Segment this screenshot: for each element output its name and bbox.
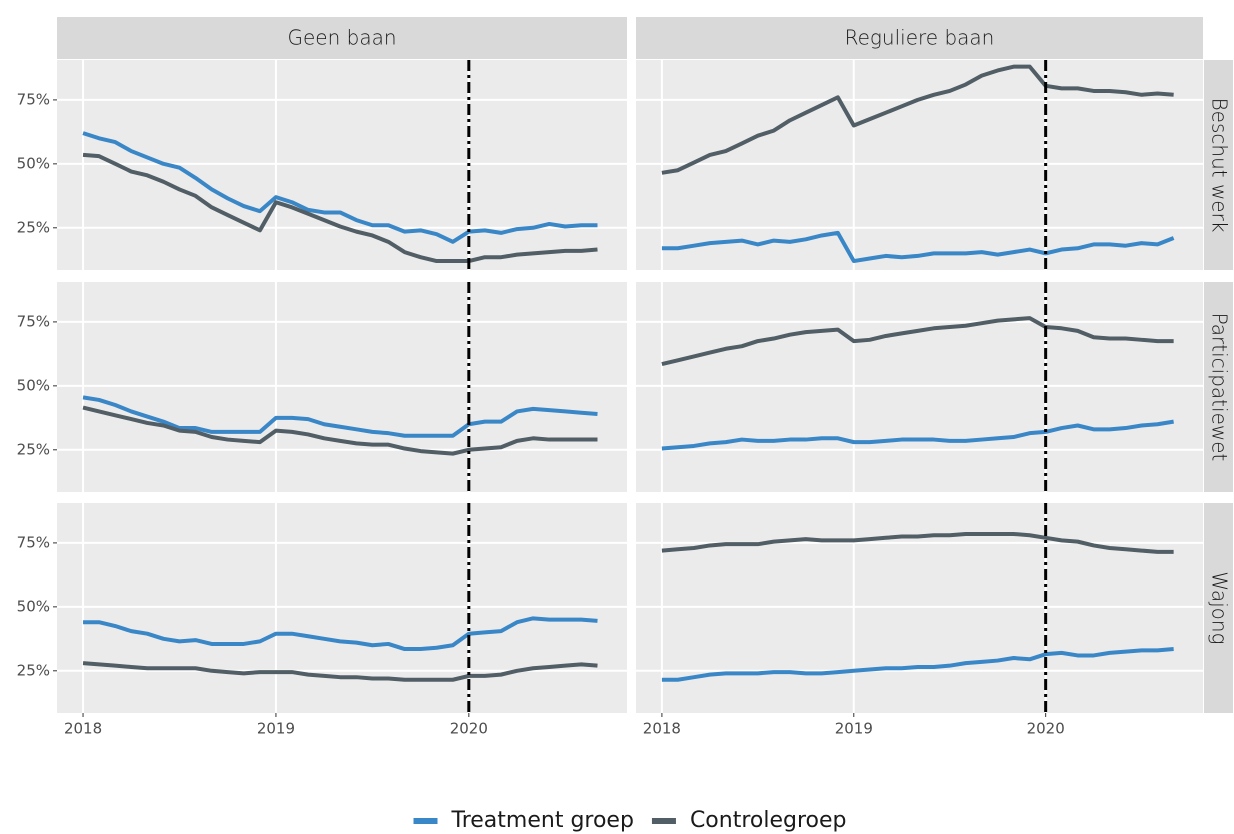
y-tick-label: 25% — [17, 661, 50, 679]
strip-label: Geen baan — [287, 26, 396, 50]
data-line — [82, 131, 598, 244]
data-line — [82, 152, 598, 264]
data-line — [83, 616, 598, 652]
data-line — [661, 647, 1174, 682]
panel-background — [57, 503, 627, 713]
data-line — [661, 316, 1174, 367]
strip-label: Participatiewet — [1208, 313, 1232, 462]
x-tick-label: 2019 — [835, 720, 873, 738]
strip — [57, 17, 627, 59]
panel-background — [57, 60, 627, 270]
y-tick-label: 75% — [17, 533, 50, 551]
y-tick-label: 50% — [17, 597, 50, 615]
x-tick-label: 2020 — [1027, 720, 1065, 738]
data-line — [82, 405, 598, 456]
strip-label: Beschut werk — [1208, 98, 1232, 233]
data-line — [661, 531, 1174, 554]
legend-swatch — [413, 818, 438, 824]
data-line — [82, 661, 598, 682]
legend-swatch — [651, 818, 676, 824]
strip — [636, 17, 1203, 59]
y-tick-label: 25% — [17, 440, 50, 458]
y-tick-label: 50% — [17, 154, 50, 172]
strip — [1204, 282, 1233, 492]
strip — [1204, 60, 1233, 270]
panel-background — [636, 282, 1203, 492]
x-tick-label: 2018 — [643, 720, 681, 738]
legend: Treatment groep Controlegroep — [413, 808, 847, 833]
y-tick-label: 75% — [17, 90, 50, 108]
panel-background — [57, 282, 627, 492]
legend-label: Treatment groep — [451, 808, 634, 833]
strip-label: Wajong — [1208, 571, 1232, 644]
data-line — [82, 395, 598, 438]
strip — [1204, 503, 1233, 713]
data-line — [661, 419, 1174, 451]
y-tick-label: 25% — [17, 218, 50, 236]
x-tick-label: 2020 — [450, 720, 488, 738]
x-tick-label: 2019 — [257, 720, 295, 738]
data-line — [661, 64, 1174, 175]
y-tick-label: 50% — [17, 376, 50, 394]
data-line — [661, 230, 1175, 264]
panel-background — [636, 60, 1203, 270]
legend-label: Controlegroep — [690, 808, 847, 833]
x-tick-label: 2018 — [64, 720, 102, 738]
strip-label: Reguliere baan — [845, 26, 995, 50]
y-tick-label: 75% — [17, 312, 50, 330]
